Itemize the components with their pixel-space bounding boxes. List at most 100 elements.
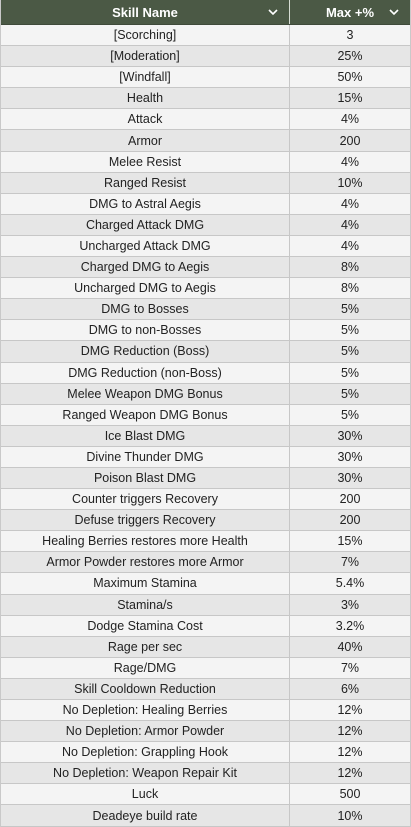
table-row: Health 15%	[1, 88, 410, 110]
table-row: Ice Blast DMG 30%	[1, 425, 410, 447]
skill-name-cell: Defuse triggers Recovery	[1, 510, 290, 531]
table-row: Poison Blast DMG 30%	[1, 467, 410, 490]
table-row: Deadeye build rate 10%	[1, 805, 410, 827]
skill-name-cell: Charged Attack DMG	[1, 214, 290, 235]
skill-name-cell: Armor Powder restores more Armor	[1, 552, 290, 573]
column-header-skill-name[interactable]: Skill Name	[1, 0, 290, 24]
table-row: Uncharged Attack DMG 4%	[1, 235, 410, 258]
skill-name-cell: DMG Reduction (Boss)	[1, 341, 290, 362]
max-value-cell: 30%	[337, 428, 363, 443]
skill-name-cell: Uncharged Attack DMG	[1, 235, 290, 257]
table-row: No Depletion: Grappling Hook 12%	[1, 742, 410, 764]
column-header-skill-name-label: Skill Name	[112, 4, 178, 20]
skill-name-cell: [Windfall]	[1, 67, 290, 88]
max-value-cell: 5.4%	[335, 576, 365, 591]
table-row: Ranged Resist 10%	[1, 172, 410, 194]
max-value-cell: 5%	[340, 386, 360, 401]
max-value-cell: 5%	[340, 344, 360, 359]
skill-name-cell: Poison Blast DMG	[1, 467, 290, 489]
table-row: Counter triggers Recovery 200	[1, 489, 410, 511]
max-value-cell: 12%	[337, 745, 363, 760]
max-value-cell: 3.2%	[335, 618, 365, 633]
table-row: DMG to Bosses 5%	[1, 299, 410, 321]
skill-name-cell: Ranged Resist	[1, 172, 290, 193]
table-row: Melee Resist 4%	[1, 151, 410, 173]
max-value-cell: 7%	[340, 555, 360, 570]
skill-name-cell: Stamina/s	[1, 594, 290, 615]
table-row: [Windfall] 50%	[1, 67, 410, 89]
skill-name-cell: Ranged Weapon DMG Bonus	[1, 404, 290, 425]
max-value-cell: 5%	[340, 302, 360, 317]
skill-name-cell: Counter triggers Recovery	[1, 489, 290, 510]
skill-name-cell: Divine Thunder DMG	[1, 446, 290, 467]
skill-name-cell: Luck	[1, 784, 290, 805]
table-row: Defuse triggers Recovery 200	[1, 510, 410, 532]
skill-name-cell: No Depletion: Healing Berries	[1, 700, 290, 721]
skill-name-cell: Skill Cooldown Reduction	[1, 678, 290, 699]
max-value-cell: 500	[339, 787, 361, 802]
max-value-cell: 8%	[340, 260, 360, 275]
table-row: Charged DMG to Aegis 8%	[1, 257, 410, 279]
skill-name-cell: [Scorching]	[1, 25, 290, 46]
table-row: Divine Thunder DMG 30%	[1, 446, 410, 468]
table-row: Armor Powder restores more Armor 7%	[1, 552, 410, 574]
skill-name-cell: Uncharged DMG to Aegis	[1, 278, 290, 299]
skill-name-cell: Attack	[1, 109, 290, 130]
table-row: Dodge Stamina Cost 3.2%	[1, 615, 410, 637]
skill-name-cell: DMG Reduction (non-Boss)	[1, 362, 290, 383]
table-row: No Depletion: Weapon Repair Kit 12%	[1, 763, 410, 785]
skill-name-cell: Healing Berries restores more Health	[1, 531, 290, 552]
skill-name-cell: Rage per sec	[1, 636, 290, 657]
column-header-max[interactable]: Max +%	[290, 0, 410, 24]
skill-name-cell: DMG to non-Bosses	[1, 320, 290, 341]
max-value-cell: 12%	[337, 766, 363, 781]
table-row: Ranged Weapon DMG Bonus 5%	[1, 404, 410, 426]
chevron-down-icon[interactable]	[267, 6, 279, 18]
max-value-cell: 6%	[340, 681, 360, 696]
skill-name-cell: Maximum Stamina	[1, 573, 290, 594]
skill-name-cell: [Moderation]	[1, 46, 290, 67]
skill-name-cell: DMG to Astral Aegis	[1, 193, 290, 214]
table-row: Rage/DMG 7%	[1, 657, 410, 679]
max-value-cell: 200	[339, 492, 361, 507]
skill-name-cell: No Depletion: Grappling Hook	[1, 742, 290, 763]
max-value-cell: 25%	[337, 49, 363, 64]
table-row: DMG Reduction (non-Boss) 5%	[1, 362, 410, 384]
max-value-cell: 4%	[340, 238, 360, 253]
chevron-down-icon[interactable]	[388, 6, 400, 18]
table-row: Rage per sec 40%	[1, 636, 410, 658]
max-value-cell: 4%	[340, 196, 360, 211]
max-value-cell: 12%	[337, 724, 363, 739]
max-value-cell: 5%	[340, 407, 360, 422]
max-value-cell: 8%	[340, 281, 360, 296]
table-row: DMG Reduction (Boss) 5%	[1, 341, 410, 363]
table-row: Skill Cooldown Reduction 6%	[1, 678, 410, 700]
max-value-cell: 200	[339, 513, 361, 528]
skill-name-cell: Charged DMG to Aegis	[1, 257, 290, 278]
table-row: DMG to non-Bosses 5%	[1, 320, 410, 342]
table-row: Armor 200	[1, 130, 410, 152]
skill-name-cell: Melee Weapon DMG Bonus	[1, 383, 290, 404]
max-value-cell: 7%	[340, 660, 360, 675]
max-value-cell: 50%	[337, 70, 363, 85]
table-header: Skill Name Max +%	[1, 0, 410, 25]
table-row: Luck 500	[1, 784, 410, 806]
skill-name-cell: No Depletion: Armor Powder	[1, 721, 290, 742]
skill-name-cell: Deadeye build rate	[1, 805, 290, 826]
table-row: DMG to Astral Aegis 4%	[1, 193, 410, 215]
skill-name-cell: DMG to Bosses	[1, 299, 290, 320]
max-value-cell: 4%	[340, 154, 360, 169]
skill-name-cell: Melee Resist	[1, 151, 290, 172]
table-row: No Depletion: Healing Berries 12%	[1, 700, 410, 722]
max-value-cell: 30%	[337, 471, 363, 486]
max-value-cell: 15%	[337, 534, 363, 549]
table-row: [Scorching] 3	[1, 25, 410, 47]
skill-name-cell: Ice Blast DMG	[1, 425, 290, 446]
table-row: Stamina/s 3%	[1, 594, 410, 616]
column-header-max-label: Max +%	[325, 4, 375, 20]
max-value-cell: 10%	[337, 175, 363, 190]
skill-name-cell: Dodge Stamina Cost	[1, 615, 290, 636]
skill-name-cell: No Depletion: Weapon Repair Kit	[1, 763, 290, 784]
skill-name-cell: Armor	[1, 130, 290, 151]
max-value-cell: 15%	[337, 91, 363, 106]
